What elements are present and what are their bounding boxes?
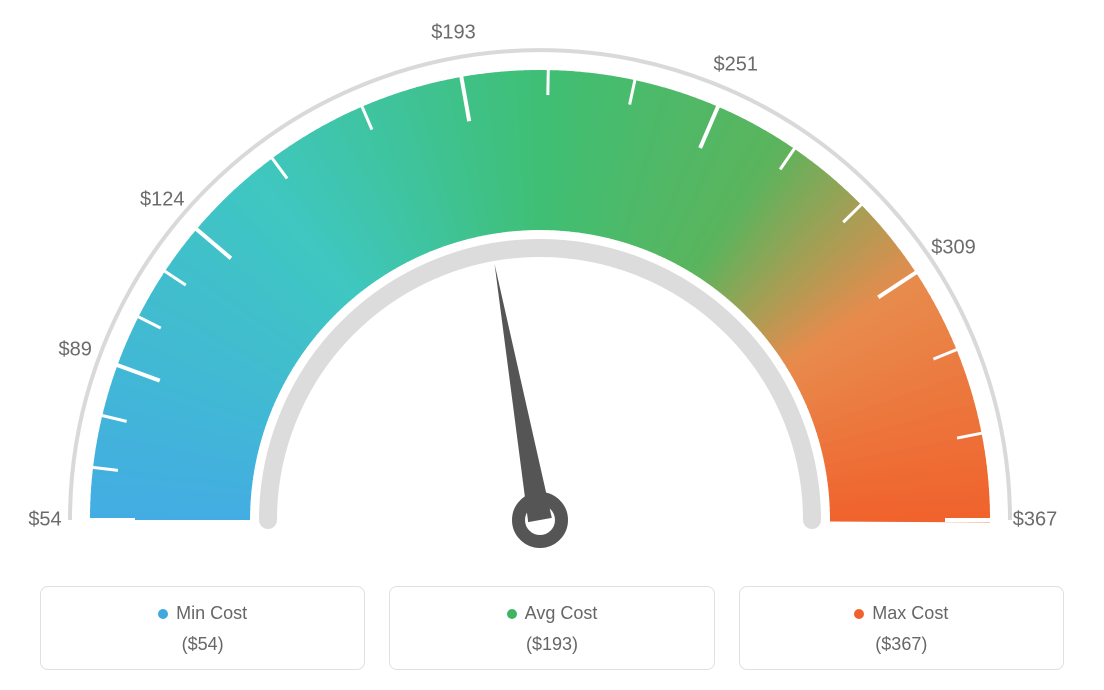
gauge-tick-label: $193 [431, 21, 476, 44]
gauge-tick-label: $251 [713, 54, 758, 77]
legend-value-max: ($367) [752, 634, 1051, 655]
gauge-tick-label: $309 [931, 236, 976, 259]
gauge-tick-label: $367 [1013, 509, 1058, 532]
legend-value-min: ($54) [53, 634, 352, 655]
legend-row: Min Cost ($54) Avg Cost ($193) Max Cost … [40, 586, 1064, 670]
legend-label-avg: Avg Cost [525, 603, 598, 624]
legend-box-avg: Avg Cost ($193) [389, 586, 714, 670]
gauge-tick-label: $54 [28, 509, 61, 532]
legend-label-max: Max Cost [872, 603, 948, 624]
legend-box-max: Max Cost ($367) [739, 586, 1064, 670]
legend-dot-max [854, 609, 864, 619]
legend-value-avg: ($193) [402, 634, 701, 655]
gauge-tick-label: $124 [140, 189, 185, 212]
legend-box-min: Min Cost ($54) [40, 586, 365, 670]
gauge-svg [0, 0, 1104, 560]
legend-label-min: Min Cost [176, 603, 247, 624]
gauge-tick-label: $89 [59, 338, 92, 361]
cost-gauge-chart: $54 $89 $124 $193 $251 $309 $367 [0, 0, 1104, 560]
legend-dot-min [158, 609, 168, 619]
legend-dot-avg [507, 609, 517, 619]
